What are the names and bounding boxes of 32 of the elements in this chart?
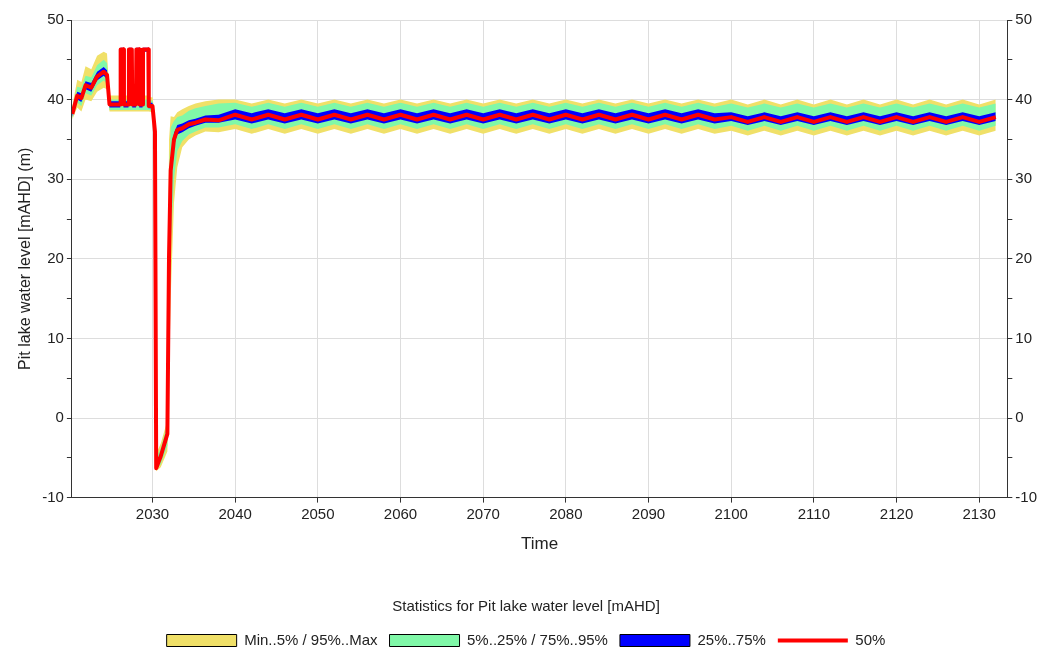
y-tick-label: 10 (47, 328, 64, 346)
x-tick-label: 2110 (797, 504, 830, 522)
y-tick-label: 20 (47, 248, 64, 266)
x-tick-label: 2030 (135, 504, 170, 522)
x-tick-label: 2090 (631, 504, 666, 522)
x-tick-label: 2120 (879, 504, 914, 522)
y2-tick-label: 30 (1015, 169, 1033, 187)
x-tick-label: 2100 (714, 504, 748, 522)
x-tick-label: 2060 (383, 504, 418, 522)
x-axis-title: Time (521, 534, 559, 554)
x-tick-label: 2130 (962, 504, 996, 522)
y2-tick-label: 50 (1015, 10, 1033, 28)
x-tick-label: 2040 (218, 504, 252, 522)
y2-tick-label: 40 (1015, 89, 1033, 107)
x-tick-label: 2080 (549, 504, 583, 522)
y-tick-label: -10 (42, 487, 64, 505)
legend-title: Statistics for Pit lake water level [mAHD] (392, 596, 660, 614)
legend-label: 25%..75% (697, 630, 766, 648)
legend-label: 5%..25% / 75%..95% (467, 630, 608, 648)
legend-label: 50% (855, 630, 886, 648)
y-tick-label: 40 (47, 89, 64, 107)
y-tick-label: 0 (55, 408, 64, 426)
y2-tick-label: -10 (1015, 487, 1038, 505)
y-tick-label: 50 (47, 10, 64, 28)
legend-label: Min..5% / 95%..Max (244, 630, 379, 648)
x-tick-label: 2050 (301, 504, 335, 522)
y2-tick-label: 0 (1015, 408, 1024, 426)
y-axis-title: Pit lake water level [mAHD] (m) (16, 147, 34, 370)
x-tick-label: 2070 (466, 504, 500, 522)
y2-tick-label: 20 (1015, 248, 1033, 266)
y-tick-label: 30 (47, 169, 64, 187)
y2-tick-label: 10 (1015, 328, 1033, 346)
